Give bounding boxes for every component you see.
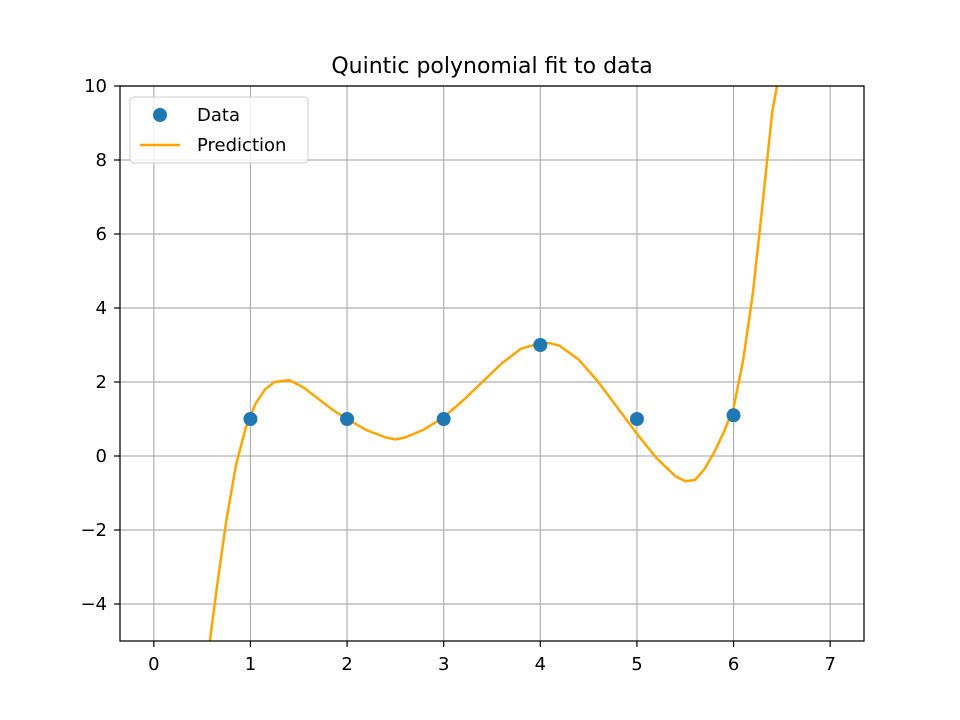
prediction-line [208, 86, 779, 641]
y-tick-label: −4 [80, 594, 107, 615]
x-tick-label: 1 [245, 654, 256, 675]
legend-label-prediction: Prediction [197, 135, 286, 156]
y-tick-label: 0 [96, 446, 107, 467]
legend: Data Prediction [129, 96, 309, 164]
x-tick-label: 0 [148, 654, 159, 675]
y-tick-label: 10 [84, 76, 107, 97]
legend-marker-data [153, 108, 167, 122]
x-tick-label: 4 [535, 654, 546, 675]
axes-frame [119, 85, 865, 642]
data-point [436, 412, 451, 426]
data-point [243, 412, 258, 426]
x-tick-label: 6 [728, 654, 739, 675]
data-point [340, 412, 355, 426]
data-point [629, 412, 644, 426]
x-tick-label: 3 [438, 654, 449, 675]
grid [120, 85, 864, 641]
data-point [533, 338, 548, 352]
y-tick-label: 2 [96, 372, 107, 393]
y-tick-label: 8 [96, 150, 107, 171]
plot-area [120, 86, 864, 641]
legend-box [129, 96, 309, 164]
series-layer [208, 86, 779, 641]
x-tick-label: 5 [631, 654, 642, 675]
y-tick-label: −2 [80, 520, 107, 541]
legend-label-data: Data [197, 105, 240, 126]
chart-title: Quintic polynomial fit to data [331, 54, 652, 79]
y-tick-label: 4 [96, 298, 107, 319]
x-tick-label: 7 [824, 654, 835, 675]
data-point [726, 408, 741, 423]
x-tick-label: 2 [341, 654, 352, 675]
y-tick-label: 6 [96, 224, 107, 245]
ticks: 0 1 2 3 4 5 6 7 −4 −2 0 2 4 6 8 10 [80, 76, 835, 675]
